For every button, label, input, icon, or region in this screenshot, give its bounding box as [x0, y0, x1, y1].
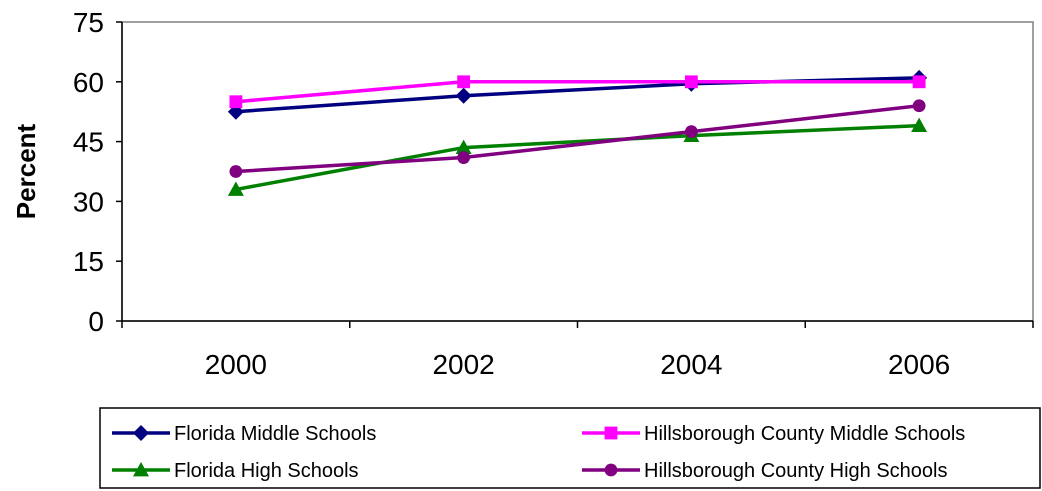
- y-tick-label: 0: [88, 306, 104, 337]
- data-point: [455, 87, 472, 104]
- legend-entry: Hillsborough County Middle Schools: [582, 423, 965, 445]
- series-line: [235, 80, 920, 104]
- series-2: [227, 117, 928, 196]
- y-tick-label: 30: [73, 186, 104, 217]
- legend-marker: [133, 425, 149, 441]
- data-point: [684, 75, 698, 89]
- legend-label: Hillsborough County High Schools: [644, 460, 948, 482]
- series-1: [229, 75, 926, 109]
- legend-marker: [133, 462, 149, 477]
- data-point: [911, 117, 928, 133]
- x-tick-label: 2002: [432, 349, 494, 380]
- data-point: [455, 139, 472, 154]
- legend-label: Hillsborough County Middle Schools: [644, 423, 965, 445]
- x-tick-label: 2000: [205, 349, 267, 380]
- y-tick-label: 45: [73, 127, 104, 158]
- series: [227, 69, 928, 196]
- legend-label: Florida Middle Schools: [174, 423, 376, 445]
- data-point: [912, 75, 926, 89]
- legend-entry: Florida High Schools: [112, 460, 359, 482]
- series-3: [229, 99, 926, 178]
- legend-marker: [604, 463, 618, 477]
- data-point: [227, 181, 244, 196]
- series-line: [235, 123, 920, 192]
- legend-marker: [604, 426, 618, 440]
- x-tick-labels: 2000 2002 2004 2006: [205, 349, 951, 380]
- data-point: [912, 99, 926, 113]
- x-tick-label: 2006: [888, 349, 950, 380]
- legend-entry: Florida Middle Schools: [112, 423, 376, 445]
- data-point: [457, 151, 471, 164]
- data-point: [229, 165, 243, 178]
- series-line: [235, 103, 920, 174]
- y-tick-labels: 0 15 30 45 60 75: [73, 7, 104, 337]
- legend: Florida Middle Schools Hillsborough Count…: [99, 407, 1041, 489]
- x-tick-label: 2004: [660, 349, 722, 380]
- legend-label: Florida High Schools: [174, 460, 359, 482]
- y-axis-title: Percent: [11, 123, 41, 219]
- axes: [116, 21, 1034, 328]
- data-point: [229, 95, 243, 109]
- legend-entry: Hillsborough County High Schools: [582, 460, 948, 482]
- legend-box: [99, 407, 1041, 489]
- y-tick-label: 75: [73, 7, 104, 38]
- data-point: [684, 125, 698, 139]
- y-tick-label: 60: [73, 67, 104, 98]
- y-tick-label: 15: [73, 246, 104, 277]
- data-point: [457, 75, 471, 89]
